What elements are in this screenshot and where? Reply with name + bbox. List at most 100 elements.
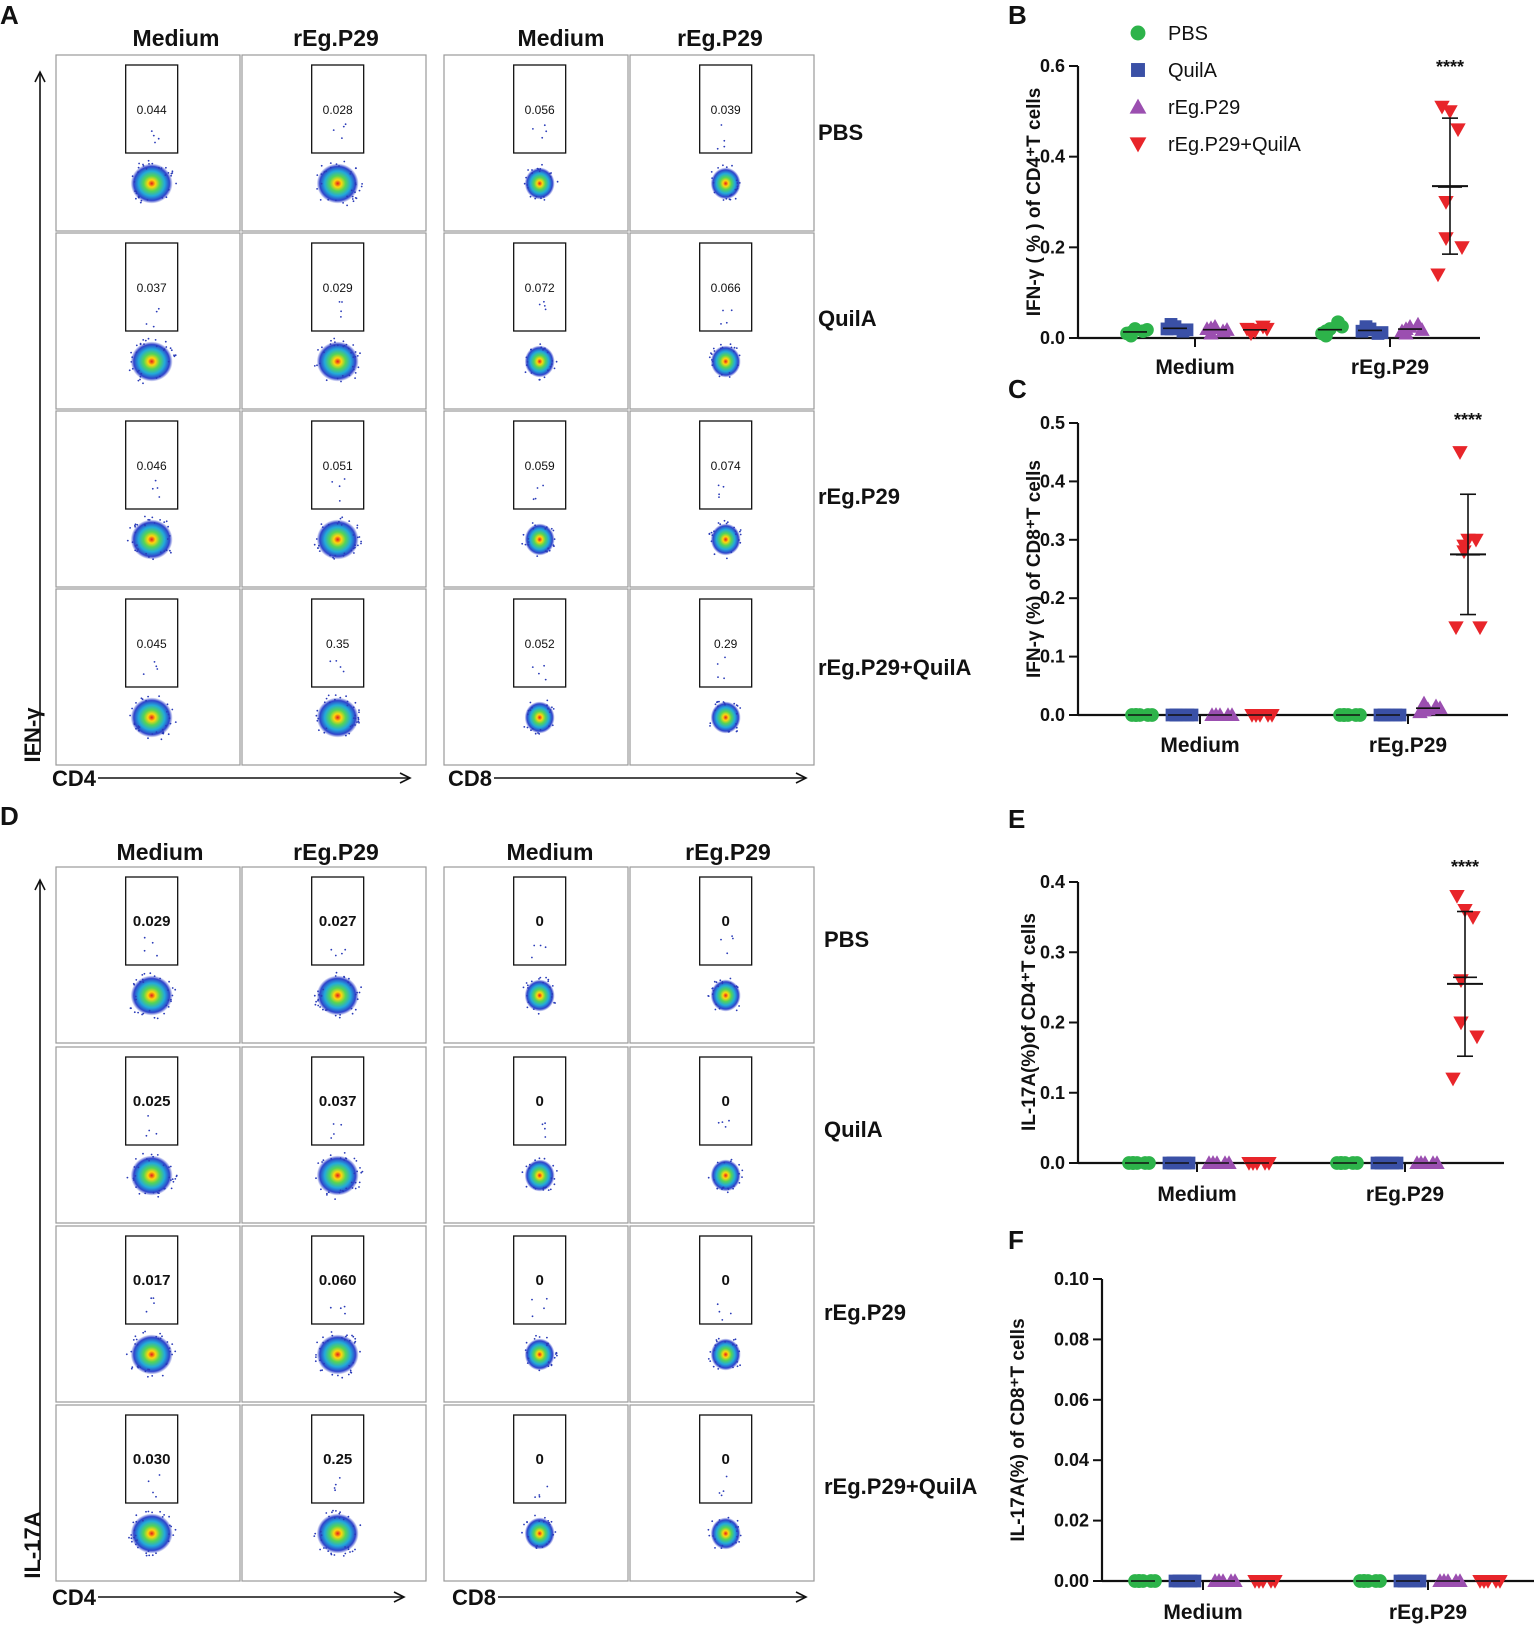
event-dot bbox=[536, 555, 539, 557]
event-dot bbox=[337, 1374, 339, 1377]
event-dot bbox=[556, 1170, 558, 1172]
event-dot bbox=[726, 521, 729, 524]
event-dot bbox=[711, 359, 713, 361]
flow-plot-frame bbox=[55, 410, 241, 588]
event-dot bbox=[726, 1191, 729, 1194]
legend-marker bbox=[1131, 63, 1145, 77]
event-dot bbox=[151, 162, 154, 165]
y-axis-arrow-head bbox=[34, 70, 46, 83]
event-dot bbox=[724, 703, 726, 706]
event-dot bbox=[144, 524, 146, 527]
event-dot bbox=[343, 1159, 346, 1161]
event-dot bbox=[712, 1365, 715, 1368]
event-dot bbox=[546, 1336, 548, 1339]
event-dot bbox=[162, 349, 165, 352]
event-dot bbox=[348, 977, 350, 980]
event-dot bbox=[718, 496, 720, 498]
event-dot bbox=[322, 1341, 325, 1344]
event-dot bbox=[327, 1339, 329, 1342]
event-dot bbox=[739, 1364, 741, 1367]
event-dot bbox=[151, 1375, 154, 1377]
event-dot bbox=[126, 539, 129, 542]
data-point-reg-p29 bbox=[1221, 1155, 1237, 1170]
event-dot bbox=[720, 1494, 723, 1497]
event-dot bbox=[167, 989, 169, 991]
event-dot bbox=[130, 1350, 133, 1353]
event-dot bbox=[540, 197, 542, 200]
event-dot bbox=[131, 707, 134, 710]
event-dot bbox=[711, 993, 714, 996]
data-points bbox=[1128, 1573, 1508, 1589]
event-dot bbox=[322, 1336, 324, 1339]
event-dot bbox=[161, 1516, 164, 1518]
event-dot bbox=[159, 519, 162, 521]
event-dot bbox=[170, 1525, 173, 1528]
event-dot bbox=[350, 171, 352, 173]
event-dot bbox=[725, 522, 728, 525]
event-dot bbox=[522, 533, 525, 536]
event-dot bbox=[167, 1540, 170, 1543]
gate-percentage: 0.017 bbox=[133, 1272, 171, 1289]
event-dot bbox=[710, 531, 713, 534]
event-dot bbox=[543, 124, 546, 127]
event-dot bbox=[170, 174, 173, 177]
event-dot bbox=[166, 703, 169, 706]
gate-box bbox=[311, 64, 365, 154]
event-dot bbox=[538, 170, 541, 173]
panel-letter: D bbox=[0, 801, 19, 831]
event-dot bbox=[334, 954, 337, 957]
event-dot bbox=[541, 136, 544, 139]
flow-plot: 0.059 bbox=[443, 410, 629, 588]
event-dot bbox=[320, 1539, 323, 1541]
event-dot bbox=[721, 346, 724, 349]
data-point-reg-p29-quila bbox=[1452, 446, 1468, 460]
event-dot bbox=[729, 982, 732, 985]
event-dot bbox=[722, 164, 724, 167]
event-dot bbox=[553, 367, 556, 370]
event-dot bbox=[544, 1136, 547, 1138]
event-dot bbox=[734, 188, 737, 191]
event-dot bbox=[171, 170, 174, 173]
event-dot bbox=[315, 1000, 317, 1003]
event-dot bbox=[542, 1189, 545, 1191]
event-dot bbox=[526, 984, 529, 987]
event-dot bbox=[354, 717, 357, 720]
gate-box bbox=[513, 1235, 567, 1325]
event-dot bbox=[142, 165, 145, 167]
event-dot bbox=[171, 987, 174, 989]
event-dot bbox=[354, 1008, 357, 1011]
event-dot bbox=[137, 548, 140, 550]
event-dot bbox=[336, 344, 339, 347]
event-dot bbox=[342, 1555, 345, 1557]
event-dot bbox=[167, 713, 170, 716]
event-dot bbox=[736, 1365, 739, 1368]
event-dot bbox=[315, 1177, 317, 1180]
event-dot bbox=[354, 1533, 356, 1536]
flow-plot-frame bbox=[629, 588, 815, 766]
event-dot bbox=[342, 125, 345, 128]
data-point-reg-p29 bbox=[1224, 707, 1240, 722]
event-dot bbox=[148, 1554, 151, 1557]
event-dot bbox=[739, 530, 741, 533]
event-dot bbox=[526, 1362, 529, 1364]
event-dot bbox=[334, 554, 337, 557]
row-label: PBS bbox=[824, 927, 869, 952]
event-dot bbox=[133, 722, 136, 725]
event-dot bbox=[139, 342, 142, 345]
event-dot bbox=[343, 160, 346, 163]
event-dot bbox=[338, 165, 340, 167]
event-dot bbox=[133, 983, 136, 986]
event-dot bbox=[163, 1514, 166, 1516]
event-dot bbox=[551, 360, 554, 362]
data-point-reg-p29-quila bbox=[1264, 708, 1280, 723]
data-points bbox=[1122, 890, 1485, 1171]
event-dot bbox=[718, 1365, 721, 1368]
event-dot bbox=[550, 363, 553, 366]
event-dots bbox=[708, 309, 741, 378]
flow-plot-frame bbox=[443, 1225, 629, 1403]
event-dot bbox=[723, 145, 726, 148]
event-dot bbox=[313, 1535, 316, 1537]
event-dot bbox=[534, 732, 537, 735]
event-dot bbox=[342, 554, 345, 557]
